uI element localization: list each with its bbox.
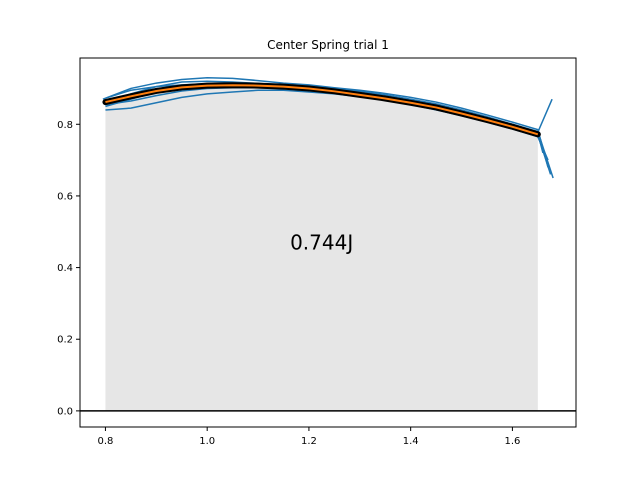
x-tick-label: 0.8 (97, 436, 113, 447)
energy-annotation: 0.744J (290, 231, 353, 255)
x-tick-label: 1.4 (403, 436, 419, 447)
axes-frame (79, 57, 577, 428)
y-tick-label: 0.2 (57, 335, 73, 346)
work-fill-area (105, 85, 538, 411)
y-tick-label: 0.4 (57, 263, 73, 274)
y-tick-label: 0.8 (57, 120, 73, 131)
axis-ticks: 0.8 1.0 1.2 1.4 1.6 0.0 0.2 0.4 0.6 0.8 (57, 120, 520, 447)
chart-title: Center Spring trial 1 (267, 38, 389, 52)
x-tick-label: 1.2 (301, 436, 317, 447)
x-tick-label: 1.0 (199, 436, 215, 447)
y-tick-label: 0.6 (57, 191, 73, 202)
mean-curve (105, 84, 539, 136)
plot-area (80, 76, 576, 412)
x-tick-label: 1.6 (504, 436, 520, 447)
y-tick-label: 0.0 (57, 406, 73, 417)
